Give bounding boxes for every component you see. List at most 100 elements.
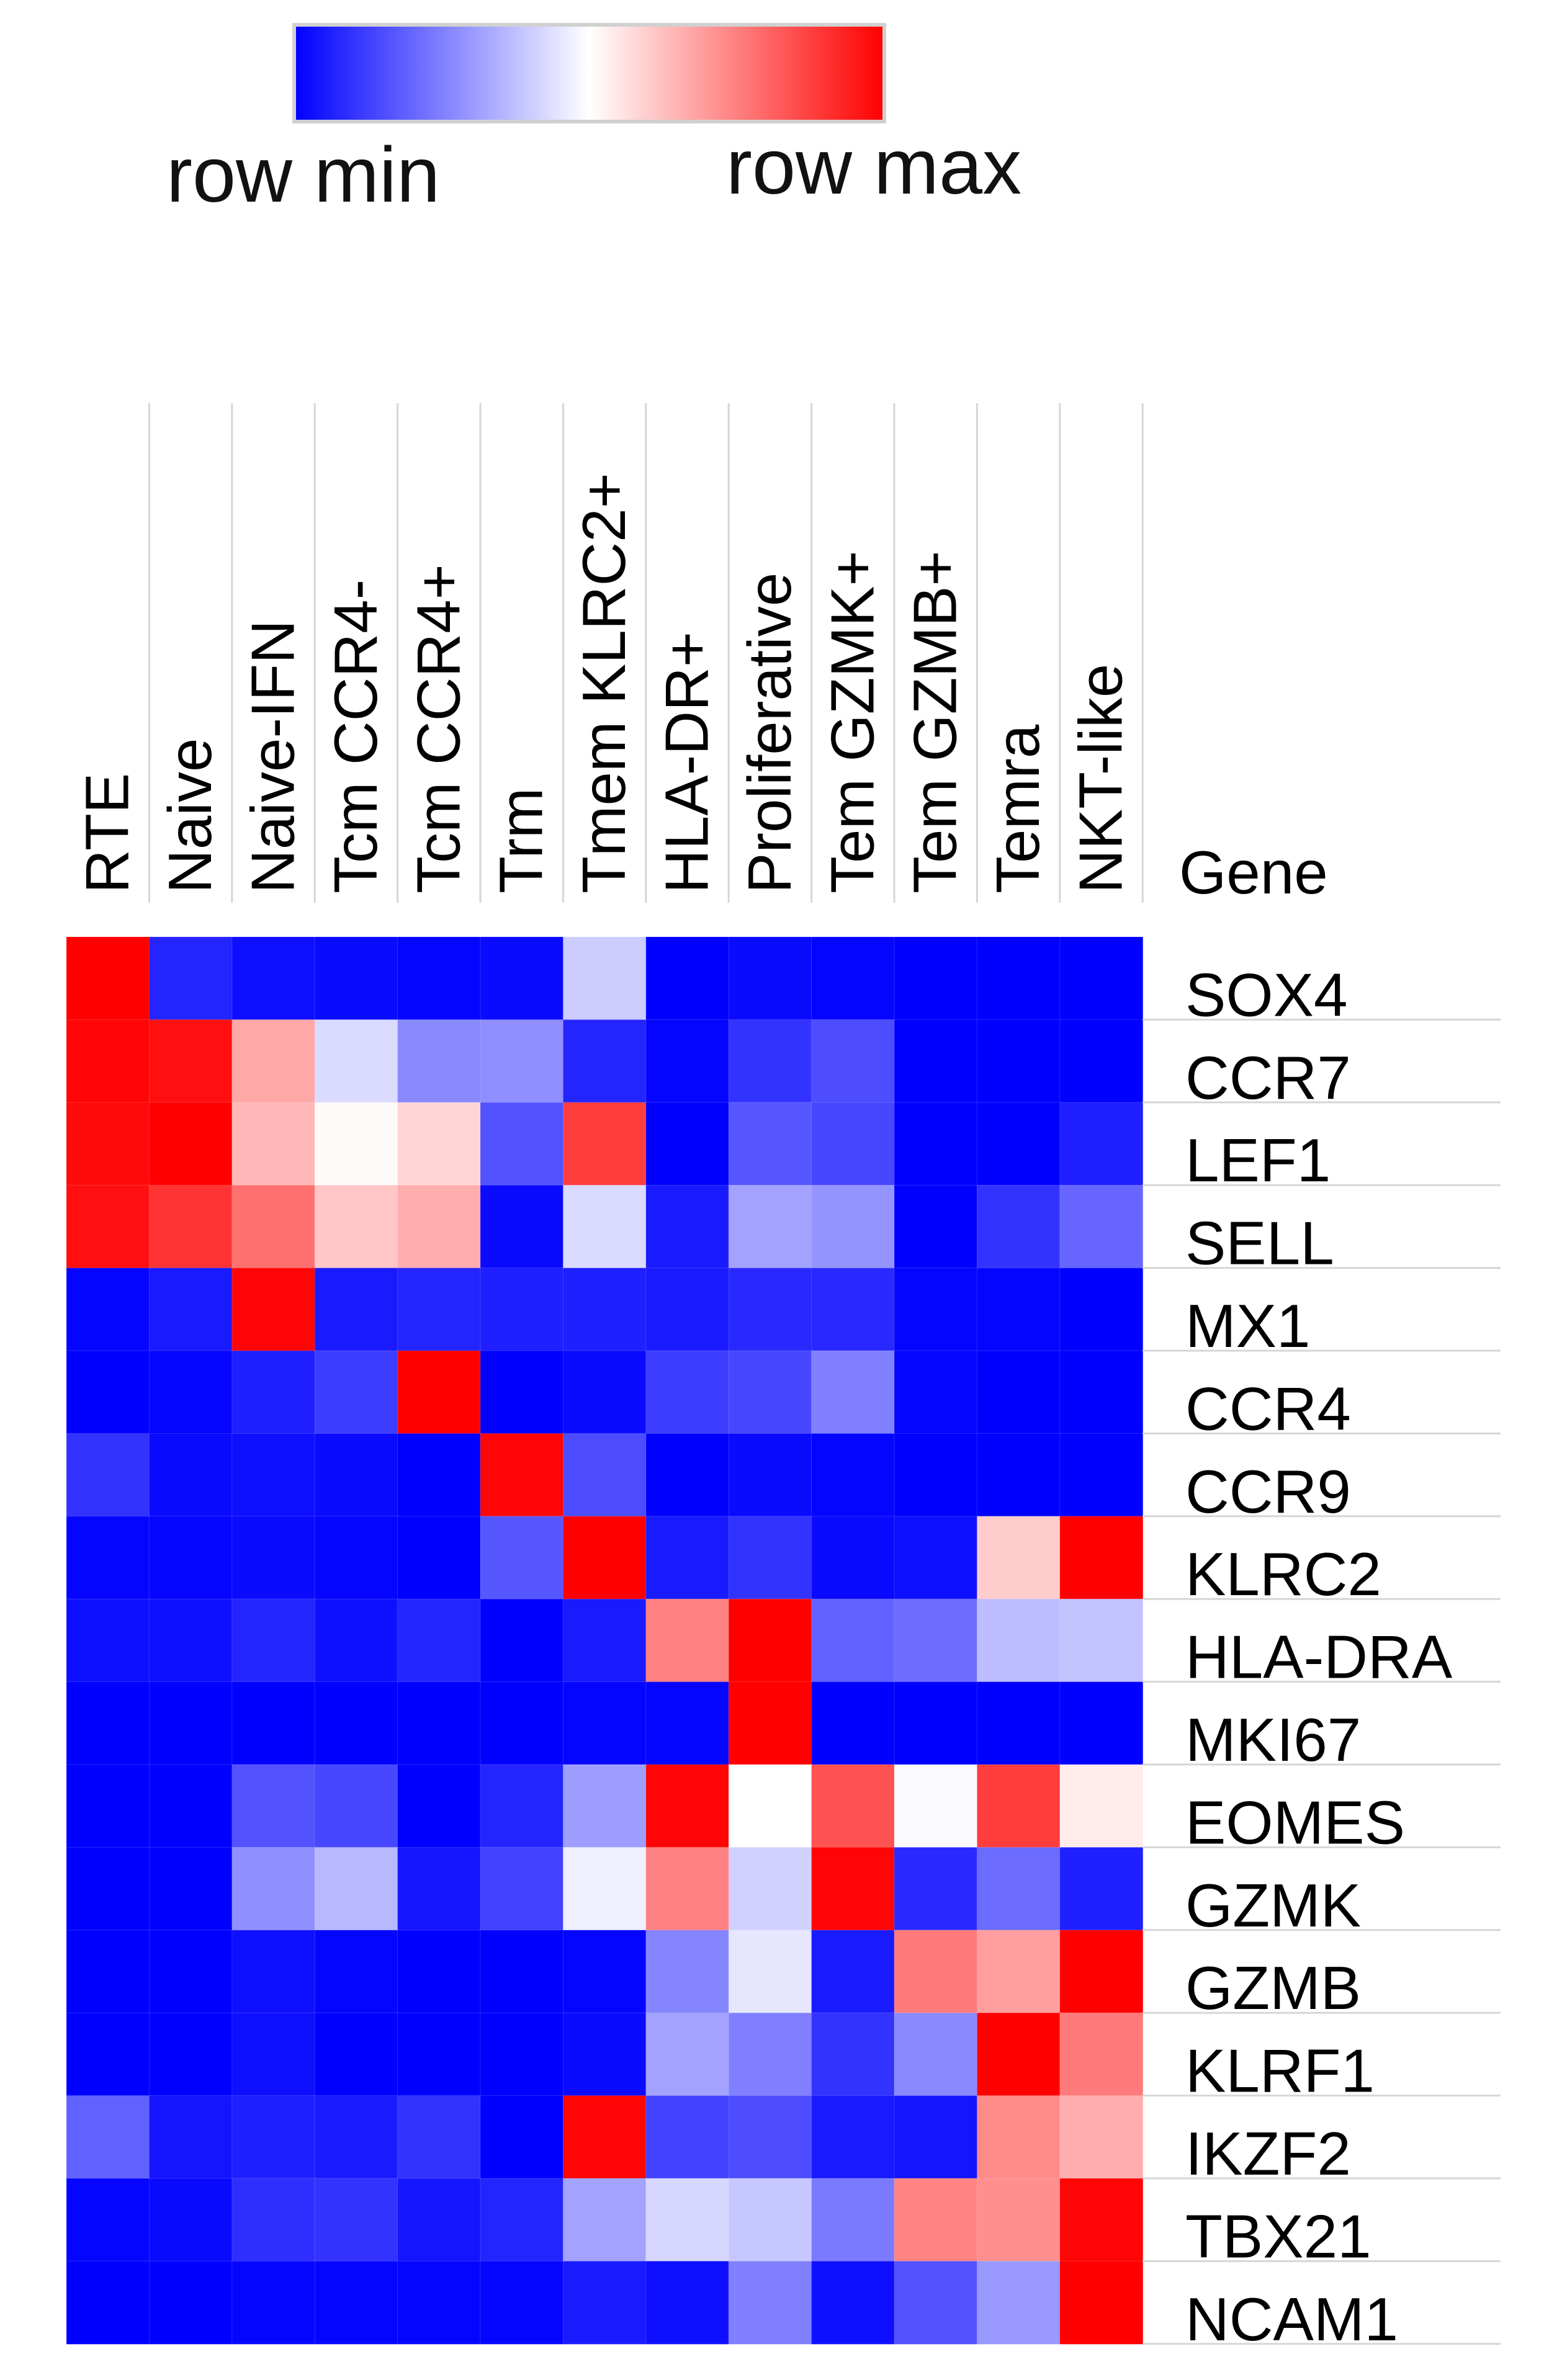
cell-klrf1-naive (148, 2012, 233, 2096)
cell-sell-naive-ifn (231, 1184, 316, 1269)
cell-ccr4-tem-gzmb (894, 1350, 978, 1434)
row-header-label: Gene (1179, 838, 1328, 906)
cell-ccr4-tcm-ccr4 (314, 1350, 398, 1434)
row-label-mki67: MKI67 (1185, 1706, 1361, 1774)
cell-ccr9-hla-dr (645, 1433, 730, 1517)
cell-sox4-tem-gzmk (811, 936, 895, 1021)
cell-klrc2-tcm-ccr4 (397, 1516, 482, 1600)
cell-eomes-tem-gzmk (811, 1764, 895, 1848)
cell-ccr7-tem-gzmk (811, 1019, 895, 1103)
cell-lef1-naive (148, 1102, 233, 1186)
cell-ikzf2-proliferative (728, 2095, 812, 2180)
cell-ccr7-temra (976, 1019, 1061, 1103)
cell-sox4-nkt-like (1059, 936, 1144, 1021)
row-label-sox4: SOX4 (1185, 960, 1347, 1029)
cell-klrc2-naive-ifn (231, 1516, 316, 1600)
legend-min-label: row min (166, 131, 440, 218)
cell-tbx21-naive (148, 2178, 233, 2262)
cell-mki67-trm (480, 1681, 564, 1766)
cell-ccr9-tmem-klrc2 (562, 1433, 647, 1517)
cell-gzmk-rte (66, 1846, 150, 1931)
cell-mx1-hla-dr (645, 1268, 730, 1352)
cell-ccr9-proliferative (728, 1433, 812, 1517)
cell-ccr7-rte (66, 1019, 150, 1103)
cell-ncam1-trm (480, 2260, 564, 2345)
cell-eomes-tcm-ccr4 (397, 1764, 482, 1848)
cell-eomes-tcm-ccr4 (314, 1764, 398, 1848)
cell-ccr7-tem-gzmb (894, 1019, 978, 1103)
cell-sell-nkt-like (1059, 1184, 1144, 1269)
cell-klrf1-hla-dr (645, 2012, 730, 2096)
cell-gzmk-naive (148, 1846, 233, 1931)
cell-ccr9-trm (480, 1433, 564, 1517)
cell-ikzf2-trm (480, 2095, 564, 2180)
cell-sell-tcm-ccr4 (397, 1184, 482, 1269)
cell-ikzf2-hla-dr (645, 2095, 730, 2180)
legend-color-bar (292, 23, 886, 123)
cell-mx1-tem-gzmk (811, 1268, 895, 1352)
column-label-tmem-klrc2: Tmem KLRC2+ (570, 473, 638, 893)
cell-klrf1-tem-gzmb (894, 2012, 978, 2096)
cell-eomes-hla-dr (645, 1764, 730, 1848)
cell-hla-dra-tcm-ccr4 (314, 1598, 398, 1683)
cell-mki67-tmem-klrc2 (562, 1681, 647, 1766)
cell-gzmk-hla-dr (645, 1846, 730, 1931)
column-label-naive-ifn: Naive-IFN (239, 620, 307, 893)
column-label-hla-dr: HLA-DR+ (653, 632, 721, 893)
cell-ccr4-rte (66, 1350, 150, 1434)
cell-eomes-naive (148, 1764, 233, 1848)
cell-gzmk-tmem-klrc2 (562, 1846, 647, 1931)
column-label-proliferative: Proliferative (735, 573, 804, 893)
cell-ccr9-tem-gzmk (811, 1433, 895, 1517)
cell-klrf1-tcm-ccr4 (314, 2012, 398, 2096)
row-label-gzmb: GZMB (1185, 1954, 1361, 2022)
cell-mki67-tem-gzmb (894, 1681, 978, 1766)
cell-tbx21-hla-dr (645, 2178, 730, 2262)
cell-ccr4-trm (480, 1350, 564, 1434)
cell-mki67-naive-ifn (231, 1681, 316, 1766)
cell-mx1-tem-gzmb (894, 1268, 978, 1352)
cell-eomes-tmem-klrc2 (562, 1764, 647, 1848)
cell-sell-tem-gzmk (811, 1184, 895, 1269)
cell-mki67-hla-dr (645, 1681, 730, 1766)
cell-klrc2-nkt-like (1059, 1516, 1144, 1600)
cell-gzmb-proliferative (728, 1930, 812, 2014)
cell-gzmb-rte (66, 1930, 150, 2014)
cell-sox4-proliferative (728, 936, 812, 1021)
row-label-ccr9: CCR9 (1185, 1457, 1351, 1526)
cell-ncam1-hla-dr (645, 2260, 730, 2345)
cell-lef1-trm (480, 1102, 564, 1186)
cell-ncam1-temra (976, 2260, 1061, 2345)
cell-ccr4-tmem-klrc2 (562, 1350, 647, 1434)
cell-klrf1-rte (66, 2012, 150, 2096)
cell-klrc2-rte (66, 1516, 150, 1600)
cell-sox4-naive-ifn (231, 936, 316, 1021)
cell-lef1-naive-ifn (231, 1102, 316, 1186)
row-label-ncam1: NCAM1 (1185, 2285, 1398, 2353)
cell-sox4-tmem-klrc2 (562, 936, 647, 1021)
cell-ccr4-temra (976, 1350, 1061, 1434)
cell-gzmk-tcm-ccr4 (314, 1846, 398, 1931)
cell-gzmk-tem-gzmb (894, 1846, 978, 1931)
cell-ccr7-trm (480, 1019, 564, 1103)
cell-ccr7-naive-ifn (231, 1019, 316, 1103)
cell-gzmk-tcm-ccr4 (397, 1846, 482, 1931)
cell-ikzf2-naive-ifn (231, 2095, 316, 2180)
cell-klrf1-tcm-ccr4 (397, 2012, 482, 2096)
cell-klrc2-tmem-klrc2 (562, 1516, 647, 1600)
cell-lef1-temra (976, 1102, 1061, 1186)
cell-ikzf2-naive (148, 2095, 233, 2180)
cell-klrc2-tcm-ccr4 (314, 1516, 398, 1600)
cell-gzmb-trm (480, 1930, 564, 2014)
cell-hla-dra-tcm-ccr4 (397, 1598, 482, 1683)
cell-mki67-rte (66, 1681, 150, 1766)
row-labels: SOX4 CCR7 LEF1 SELL MX1 CCR4 CCR9 KLRC2 HLA-DRA M… (1185, 960, 1453, 2353)
cell-lef1-tem-gzmk (811, 1102, 895, 1186)
cell-sox4-hla-dr (645, 936, 730, 1021)
cell-ikzf2-tcm-ccr4 (397, 2095, 482, 2180)
cell-hla-dra-naive-ifn (231, 1598, 316, 1683)
cell-lef1-tem-gzmb (894, 1102, 978, 1186)
cell-sell-hla-dr (645, 1184, 730, 1269)
cell-lef1-hla-dr (645, 1102, 730, 1186)
cell-gzmb-nkt-like (1059, 1930, 1144, 2014)
